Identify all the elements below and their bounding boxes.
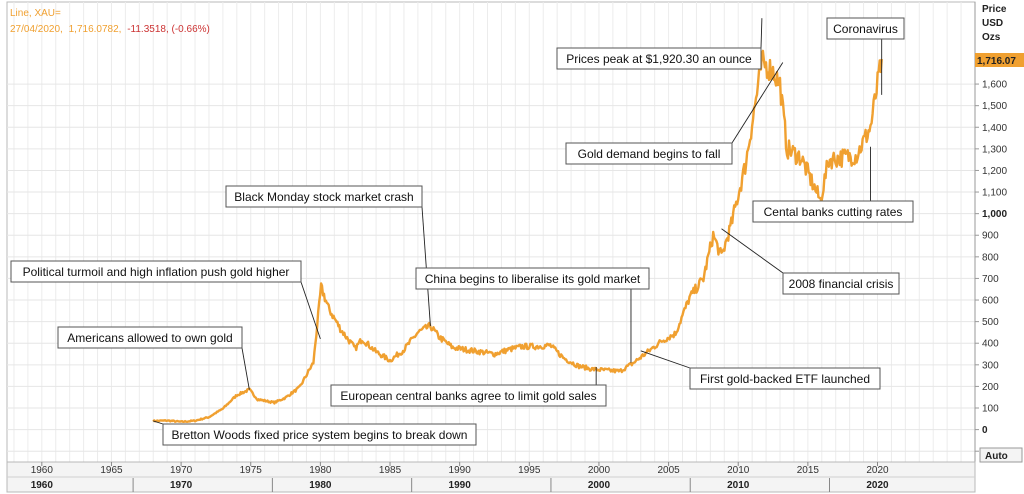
last-price-label: 1,716.07 <box>977 56 1016 67</box>
annotation-box <box>565 142 733 165</box>
annotation-label: Prices peak at $1,920.30 an ounce <box>566 52 752 66</box>
x-tick-label: 2005 <box>657 465 680 476</box>
auto-scale-label[interactable]: Auto <box>985 451 1008 462</box>
legend-series-name: Line, XAU= <box>10 8 61 19</box>
annotation-label: Coronavirus <box>833 22 898 36</box>
decade-tick-label: 1980 <box>309 480 332 491</box>
x-tick-label: 2000 <box>588 465 611 476</box>
y-axis: -10001002003004005006007008009001,0001,1… <box>974 2 1007 462</box>
annotation-label: First gold-backed ETF launched <box>700 372 870 386</box>
annotation-label: China begins to liberalise its gold mark… <box>425 272 641 286</box>
decade-tick-label: 1990 <box>449 480 472 491</box>
x-tick-label: 1980 <box>309 465 332 476</box>
y-tick-label: 200 <box>982 382 999 393</box>
y-tick-label: 300 <box>982 360 999 371</box>
legend-change: -11.3518, (-0.66%) <box>127 24 210 35</box>
annotation-leader-line <box>731 62 784 144</box>
annotation-leader-line <box>241 347 250 390</box>
annotation-label: Gold demand begins to fall <box>578 147 721 161</box>
y-tick-label: 500 <box>982 317 999 328</box>
x-tick-label: 2015 <box>797 465 820 476</box>
annotation-leader-line <box>300 281 321 340</box>
x-tick-label: 1970 <box>170 465 193 476</box>
legend-date: 27/04/2020, <box>10 24 63 35</box>
x-tick-label: 1975 <box>240 465 263 476</box>
x-axis: 1960 1965 1970 1975 1980 1985 1990 1995 2000 2005… <box>31 462 889 492</box>
decade-tick-label: 2000 <box>588 480 611 491</box>
annotation-box <box>415 267 650 290</box>
decade-tick-label: 1970 <box>170 480 193 491</box>
annotation-label: 2008 financial crisis <box>789 277 894 291</box>
y-axis-header-unit: Ozs <box>982 32 1001 43</box>
annotation-box <box>57 326 243 349</box>
y-tick-label: 100 <box>982 404 999 415</box>
annotation-label: European central banks agree to limit go… <box>340 389 596 403</box>
annotation-box <box>162 423 477 446</box>
x-tick-label: 1985 <box>379 465 402 476</box>
x-tick-label: 1965 <box>100 465 123 476</box>
annotation-label: Political turmoil and high inflation pus… <box>23 265 290 279</box>
x-tick-label: 2010 <box>727 465 750 476</box>
y-tick-label: 1,400 <box>982 123 1007 134</box>
y-axis-header-price: Price <box>982 4 1007 15</box>
annotation-leader-line <box>721 228 784 274</box>
y-tick-label: 900 <box>982 231 999 242</box>
y-tick-label: 1,500 <box>982 101 1007 112</box>
annotation-label: Americans allowed to own gold <box>67 331 232 345</box>
legend-value: 1,716.0782, <box>69 24 122 35</box>
y-tick-label: 700 <box>982 274 999 285</box>
decade-tick-label: 2010 <box>727 480 750 491</box>
y-tick-label: 1,000 <box>982 209 1007 220</box>
annotation-box <box>689 367 881 390</box>
y-tick-label: 1,300 <box>982 144 1007 155</box>
annotation-box <box>225 185 423 208</box>
x-tick-label: 2020 <box>866 465 889 476</box>
last-price-badge <box>975 53 1024 67</box>
x-tick-label: 1960 <box>31 465 54 476</box>
x-tick-label: 1995 <box>518 465 541 476</box>
annotation-leader-line <box>760 18 763 49</box>
annotation-leader-line <box>640 350 691 369</box>
legend-readout: 27/04/2020, 1,716.0782, -11.3518, (-0.66… <box>10 24 210 35</box>
y-tick-label: 800 <box>982 252 999 263</box>
annotation-box <box>782 272 900 295</box>
annotation-box <box>826 17 905 40</box>
annotation-leader-line <box>421 206 431 326</box>
auto-scale-box[interactable] <box>979 447 1023 463</box>
y-tick-label: 0 <box>982 425 988 436</box>
annotation-box <box>330 384 607 407</box>
annotation-box <box>10 260 302 283</box>
y-axis-header-currency: USD <box>982 18 1003 29</box>
annotation-box <box>556 47 762 70</box>
y-tick-label: 600 <box>982 296 999 307</box>
annotation-label: Black Monday stock market crash <box>234 190 413 204</box>
annotation-box <box>752 200 914 223</box>
annotation-layer: Bretton Woods fixed price system begins … <box>10 17 914 446</box>
annotation-leader-line <box>153 420 164 425</box>
x-tick-label: 1990 <box>449 465 472 476</box>
decade-tick-label: 2020 <box>866 480 889 491</box>
annotation-label: Cental banks cutting rates <box>764 205 903 219</box>
y-tick-label: 1,600 <box>982 80 1007 91</box>
y-tick-label: 400 <box>982 339 999 350</box>
annotation-label: Bretton Woods fixed price system begins … <box>172 428 468 442</box>
y-tick-label: 1,100 <box>982 188 1007 199</box>
decade-tick-label: 1960 <box>31 480 54 491</box>
y-tick-label: 1,200 <box>982 166 1007 177</box>
